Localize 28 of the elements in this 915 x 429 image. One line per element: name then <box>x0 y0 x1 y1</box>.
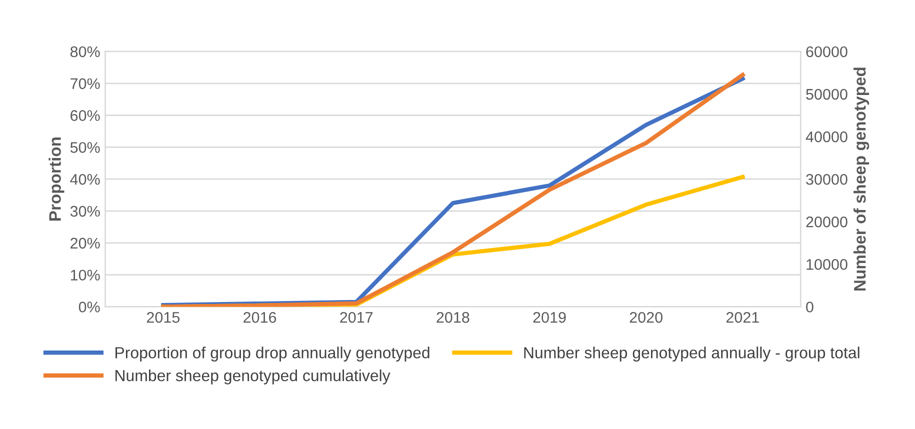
y2-axis-title: Number of sheep genotyped <box>854 68 870 290</box>
y-tick-label: 30% <box>70 206 100 217</box>
y2-tick-label: 20000 <box>806 216 848 228</box>
y-tick-label: 0% <box>78 302 100 312</box>
y2-tick-label: 50000 <box>806 88 848 100</box>
x-tick-label: 2021 <box>726 312 759 323</box>
x-tick-label: 2018 <box>436 312 470 323</box>
y-tick-label: 60% <box>70 110 100 121</box>
y-tick-label: 20% <box>70 238 100 249</box>
y2-tick-label: 10000 <box>806 259 848 270</box>
x-tick-label: 2015 <box>146 312 180 323</box>
y2-tick-label: 60000 <box>806 46 848 58</box>
legend-label: Proportion of group drop annually genotyped <box>116 346 430 362</box>
x-tick-label: 2016 <box>244 312 276 323</box>
y-tick-label: 80% <box>70 46 100 58</box>
x-tick-label: 2017 <box>340 312 373 323</box>
y-axis-title: Proportion <box>48 138 64 221</box>
y-tick-label: 50% <box>70 142 100 153</box>
y2-tick-label: 40000 <box>806 131 848 142</box>
x-tick-label: 2019 <box>533 312 566 323</box>
y-tick-label: 10% <box>70 270 100 281</box>
y2-tick-label: 30000 <box>806 174 848 185</box>
y2-tick-label: 0 <box>806 302 814 312</box>
y-tick-label: 70% <box>70 78 100 90</box>
x-tick-label: 2020 <box>630 312 662 323</box>
legend-label: Number sheep genotyped annually - group total <box>524 346 860 362</box>
y-tick-label: 40% <box>70 174 100 185</box>
legend-label: Number sheep genotyped cumulatively <box>116 370 390 384</box>
